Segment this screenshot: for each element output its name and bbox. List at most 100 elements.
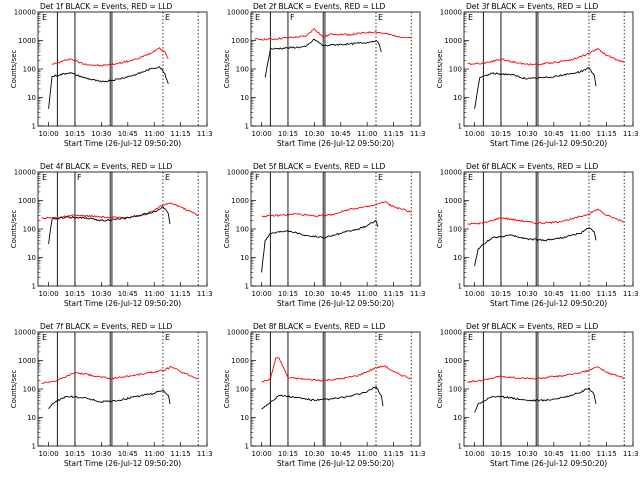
panel-svg: Det 9f BLACK = Events, RED = LLD 1 10 100 10… xyxy=(436,322,640,468)
detector-panel-1: Det 1f BLACK = Events, RED = LLD 1 10 100 10… xyxy=(0,0,217,160)
y-tick-label: 1000 xyxy=(444,37,462,45)
y-tick-label: 10 xyxy=(453,414,462,422)
panel-svg: Det 4f BLACK = Events, RED = LLD 1 10 100 10… xyxy=(10,162,217,308)
detector-panel-8: Det 8f BLACK = Events, RED = LLD 1 10 100 10… xyxy=(213,320,430,480)
state-marker-label: E xyxy=(591,13,596,22)
events-series-line xyxy=(264,38,382,78)
y-axis-label: Counts/sec xyxy=(223,50,231,89)
y-axis-label: Counts/sec xyxy=(223,210,231,249)
x-tick-label: 11:30 xyxy=(197,290,213,298)
state-marker-label: F xyxy=(290,13,295,22)
state-marker-label: E xyxy=(378,173,383,182)
x-tick-label: 10:15 xyxy=(278,130,298,138)
panel-svg: Det 3f BLACK = Events, RED = LLD 1 10 100 10… xyxy=(436,2,640,148)
y-tick-label: 1000 xyxy=(18,197,36,205)
x-tick-label: 10:15 xyxy=(491,450,511,458)
events-series-line xyxy=(474,386,597,413)
state-marker-label: E xyxy=(165,173,170,182)
events-series-line xyxy=(261,219,379,273)
events-series-line xyxy=(474,67,597,109)
plot-frame xyxy=(37,11,208,127)
panel-title: Det 3f BLACK = Events, RED = LLD xyxy=(466,2,599,11)
x-tick-label: 11:30 xyxy=(623,130,639,138)
y-tick-label: 1000 xyxy=(231,37,249,45)
x-tick-label: 11:15 xyxy=(171,130,191,138)
x-tick-label: 11:00 xyxy=(357,130,377,138)
state-marker-label: E xyxy=(42,333,47,342)
y-tick-label: 100 xyxy=(23,386,36,394)
x-tick-label: 10:45 xyxy=(544,290,564,298)
x-tick-label: 10:30 xyxy=(91,130,111,138)
x-tick-label: 10:15 xyxy=(65,450,85,458)
lld-series-line xyxy=(261,201,412,218)
y-tick-label: 1 xyxy=(32,283,36,291)
x-tick-label: 10:45 xyxy=(331,130,351,138)
y-tick-label: 10 xyxy=(240,414,249,422)
plot-frame xyxy=(463,331,634,447)
y-axis-label: Counts/sec xyxy=(223,370,231,409)
y-tick-label: 1000 xyxy=(18,357,36,365)
y-tick-label: 10000 xyxy=(440,169,462,177)
x-tick-label: 11:00 xyxy=(570,130,590,138)
state-marker-label: E xyxy=(468,13,473,22)
x-tick-label: 10:00 xyxy=(38,130,58,138)
x-tick-label: 11:30 xyxy=(410,290,426,298)
y-tick-label: 10000 xyxy=(14,169,36,177)
detector-panel-3: Det 3f BLACK = Events, RED = LLD 1 10 100 10… xyxy=(426,0,640,160)
x-tick-label: 10:15 xyxy=(491,130,511,138)
state-marker-label: E xyxy=(165,13,170,22)
panel-title: Det 1f BLACK = Events, RED = LLD xyxy=(40,2,173,11)
x-tick-label: 10:15 xyxy=(65,290,85,298)
detector-panel-5: Det 5f BLACK = Events, RED = LLD 1 10 100 10… xyxy=(213,160,430,320)
y-tick-label: 1 xyxy=(458,283,462,291)
state-marker-label: E xyxy=(42,13,47,22)
x-tick-label: 10:30 xyxy=(91,450,111,458)
state-marker-label: F xyxy=(77,173,82,182)
x-tick-label: 10:00 xyxy=(251,130,271,138)
panel-svg: Det 1f BLACK = Events, RED = LLD 1 10 100 10… xyxy=(10,2,217,148)
x-tick-label: 10:15 xyxy=(491,290,511,298)
plot-frame xyxy=(463,171,634,287)
detector-panel-6: Det 6f BLACK = Events, RED = LLD 1 10 100 10… xyxy=(426,160,640,320)
state-marker-label: E xyxy=(591,333,596,342)
plot-frame xyxy=(250,11,421,127)
x-tick-label: 10:00 xyxy=(38,450,58,458)
y-tick-label: 100 xyxy=(236,386,249,394)
y-axis-label: Counts/sec xyxy=(436,370,444,409)
y-tick-label: 10 xyxy=(240,254,249,262)
y-tick-label: 10 xyxy=(27,94,36,102)
x-tick-label: 11:15 xyxy=(597,290,617,298)
detector-panel-4: Det 4f BLACK = Events, RED = LLD 1 10 100 10… xyxy=(0,160,217,320)
panel-title: Det 5f BLACK = Events, RED = LLD xyxy=(253,162,386,171)
x-tick-label: 10:30 xyxy=(517,290,537,298)
x-axis-label: Start Time (26-Jul-12 09:50:20) xyxy=(277,459,394,468)
x-tick-label: 10:45 xyxy=(544,450,564,458)
y-tick-label: 10000 xyxy=(227,9,249,17)
x-tick-label: 10:30 xyxy=(517,130,537,138)
y-axis-label: Counts/sec xyxy=(436,50,444,89)
lld-series-line xyxy=(41,202,199,220)
y-tick-label: 1 xyxy=(245,443,249,451)
events-series-line xyxy=(261,385,384,410)
y-tick-label: 10000 xyxy=(440,329,462,337)
state-marker-label: F xyxy=(255,173,260,182)
x-axis-label: Start Time (26-Jul-12 09:50:20) xyxy=(64,299,181,308)
y-tick-label: 1000 xyxy=(444,197,462,205)
y-tick-label: 1 xyxy=(458,443,462,451)
y-tick-label: 10 xyxy=(453,254,462,262)
y-tick-label: 1000 xyxy=(231,197,249,205)
plot-frame xyxy=(37,331,208,447)
panel-svg: Det 8f BLACK = Events, RED = LLD 1 10 100 10… xyxy=(223,322,430,468)
panel-svg: Det 5f BLACK = Events, RED = LLD 1 10 100 10… xyxy=(223,162,430,308)
state-marker-label: E xyxy=(468,173,473,182)
x-tick-label: 11:00 xyxy=(570,290,590,298)
x-tick-label: 10:30 xyxy=(304,130,324,138)
plot-frame xyxy=(250,171,421,287)
y-axis-label: Counts/sec xyxy=(436,210,444,249)
y-tick-label: 10 xyxy=(27,254,36,262)
x-tick-label: 10:00 xyxy=(464,450,484,458)
x-tick-label: 11:00 xyxy=(144,290,164,298)
y-tick-label: 10000 xyxy=(14,329,36,337)
x-tick-label: 10:00 xyxy=(38,290,58,298)
x-tick-label: 11:30 xyxy=(623,450,639,458)
